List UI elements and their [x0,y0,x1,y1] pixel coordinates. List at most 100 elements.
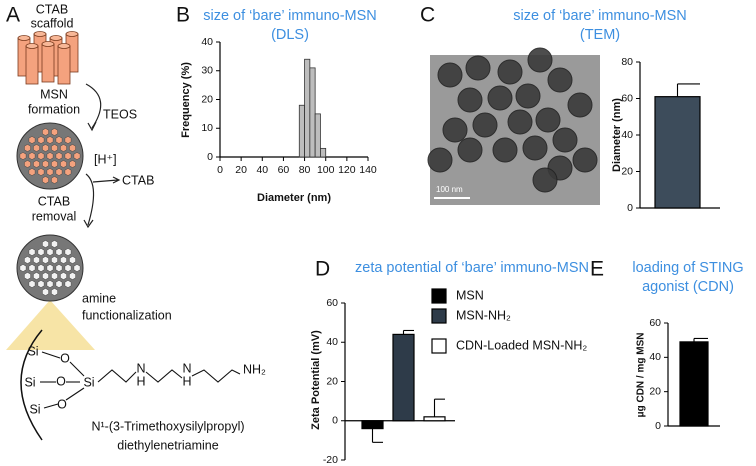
x-tick-label: 60 [278,164,290,176]
pore [64,136,72,144]
label: [H⁺] [94,152,117,166]
particle [507,109,533,135]
atom: N [136,361,145,375]
y-tick-label: -20 [323,454,338,466]
pore [42,144,49,152]
pillar [41,43,55,83]
x-tick-label: 140 [359,164,377,176]
atom: Si [29,402,40,416]
panel-a: A CTAB scaffold TEOS MSN formation [H⁺] … [6,2,266,452]
atom: O [60,351,70,365]
pore [42,240,49,248]
pores-empty [19,240,81,296]
pore [55,136,63,144]
hist-bar [298,104,305,158]
y-axis-label: Zeta Potential (mV) [310,330,322,430]
y-tick-label: 30 [201,65,213,77]
particle [442,117,468,143]
x-tick-label: 20 [235,164,247,176]
panel-label: B [176,4,190,27]
pore [73,152,81,160]
pore [60,272,67,280]
particle [532,167,558,193]
chart-title: zeta potential of ‘bare’ immuno-MSN [355,260,589,276]
pore [73,264,81,272]
pores-filled [19,128,81,184]
pore [28,136,36,144]
y-tick-label: 20 [201,93,213,105]
y-tick-label: 80 [621,56,633,68]
panel-label: D [315,258,330,281]
pore [42,160,49,168]
y-tick-label: 20 [621,165,633,177]
pore [69,256,76,264]
label: TEOS [103,107,137,121]
pore [42,128,49,136]
atom: N [182,361,191,375]
bar [654,96,701,209]
pore [24,272,31,280]
particle [437,62,463,88]
pore [42,256,49,264]
pore [64,280,72,288]
atom: Si [27,344,38,358]
pore [37,248,45,256]
label: functionalization [82,308,172,322]
zoom-wedge [6,300,95,350]
pore [28,248,36,256]
pore [55,248,63,256]
pillar-top [65,31,79,37]
panel-label: A [6,4,20,27]
pore [33,160,40,168]
pore [51,256,58,264]
chart-title: size of ‘bare’ immuno-MSN [513,8,687,24]
pore [51,288,58,296]
y-tick-label: 40 [201,36,213,48]
pore [69,144,76,152]
pore [42,288,49,296]
x-tick-label: 80 [299,164,311,176]
label: CTAB [36,2,68,16]
chart-title: loading of STING [632,260,743,276]
hist-bar [304,58,311,158]
atom: O [57,397,67,411]
label: CTAB [122,173,154,187]
chart-title: size of ‘bare’ immuno-MSN [203,8,377,24]
arrowhead [87,121,97,132]
arrow [92,179,119,183]
panel-label: E [590,258,604,281]
pillar-top [49,35,63,41]
y-axis-label: Frequency (%) [180,62,192,138]
y-tick-label: 60 [649,317,661,329]
atom: Si [24,375,35,389]
pore [51,240,58,248]
surface [20,329,43,441]
chart-title: (DLS) [271,27,309,43]
pillar-top [57,43,71,49]
arrow [85,83,102,129]
y-tick-label: 10 [201,122,213,134]
bar [392,333,415,422]
pillar-top [41,41,55,47]
y-tick-label: 20 [326,375,338,387]
particle [465,55,491,81]
chart-title: agonist (CDN) [642,279,734,295]
pore [51,176,58,184]
pore [33,144,40,152]
x-axis-label: Diameter (nm) [257,192,331,204]
pillar [57,45,71,85]
pore [28,264,36,272]
y-tick-label: 0 [655,420,661,432]
pore [64,168,72,176]
pore [60,144,67,152]
pore [37,152,45,160]
pore [51,144,58,152]
pore [64,248,72,256]
pore [60,256,67,264]
pore [24,256,31,264]
particle [527,47,553,73]
atom: Si [83,375,94,389]
pore [28,152,36,160]
tem-particles [427,47,598,193]
pore [60,160,67,168]
